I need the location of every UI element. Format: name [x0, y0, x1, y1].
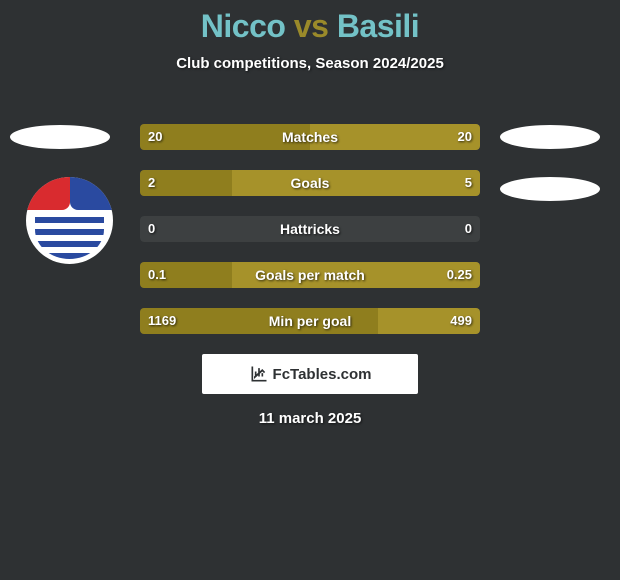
- player2-name: Basili: [337, 8, 419, 44]
- stat-label: Hattricks: [140, 216, 480, 242]
- chart-icon: [249, 364, 269, 384]
- stat-label: Goals: [140, 170, 480, 196]
- site-branding: FcTables.com: [202, 354, 418, 394]
- stat-label: Goals per match: [140, 262, 480, 288]
- player2-club-placeholder: [500, 177, 600, 201]
- player1-name: Nicco: [201, 8, 286, 44]
- stat-row: 00Hattricks: [140, 216, 480, 242]
- subtitle: Club competitions, Season 2024/2025: [0, 55, 620, 72]
- vs-text: vs: [294, 8, 329, 44]
- stat-row: 2020Matches: [140, 124, 480, 150]
- stat-bars: 2020Matches 25Goals 00Hattricks 0.10.25Goal…: [140, 124, 480, 354]
- stat-label: Matches: [140, 124, 480, 150]
- stat-label: Min per goal: [140, 308, 480, 334]
- page-title: Nicco vs Basili: [0, 0, 620, 45]
- stat-row: 25Goals: [140, 170, 480, 196]
- stat-row: 0.10.25Goals per match: [140, 262, 480, 288]
- player1-badge-placeholder: [10, 125, 110, 149]
- site-name: FcTables.com: [273, 366, 372, 383]
- footer-date: 11 march 2025: [0, 410, 620, 427]
- player1-club-logo: [26, 177, 113, 264]
- player2-badge-placeholder: [500, 125, 600, 149]
- stat-row: 1169499Min per goal: [140, 308, 480, 334]
